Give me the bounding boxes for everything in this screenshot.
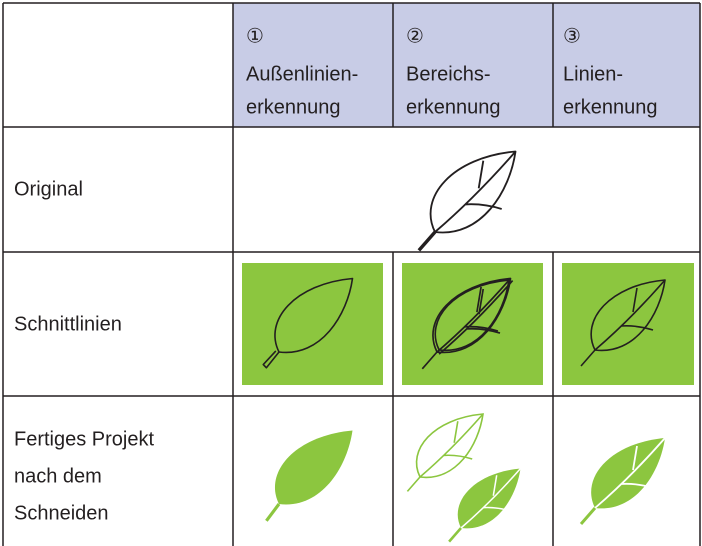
row-label: Fertiges Projekt (14, 428, 154, 450)
column-title: erkennung (563, 96, 658, 118)
leaf-finished (579, 437, 666, 525)
column-title: erkennung (406, 96, 501, 118)
leaf-original (417, 150, 517, 253)
column-number: ② (406, 25, 424, 47)
header-text: ① Außenlinien- erkennung ② Bereichs- erk… (246, 25, 658, 118)
row-labels: Original Schnittlinien Fertiges Projekt … (14, 178, 154, 524)
row-label: Original (14, 178, 83, 200)
row-label: Schnittlinien (14, 313, 122, 335)
column-title: Außenlinien- (246, 63, 358, 85)
column-title: Linien- (563, 63, 623, 85)
column-number: ③ (563, 25, 581, 47)
cut-bg (562, 263, 694, 385)
cut-bg (242, 263, 383, 385)
leaf-outline-cut (263, 279, 352, 368)
column-number: ① (246, 25, 264, 47)
leaf-finished (265, 430, 353, 522)
row-label: Schneiden (14, 502, 109, 524)
row-label: nach dem (14, 465, 102, 487)
leaf-finished (448, 467, 522, 543)
column-title: Bereichs- (406, 63, 490, 85)
leaf-finished (406, 413, 484, 493)
header-bg (233, 3, 700, 127)
column-title: erkennung (246, 96, 341, 118)
